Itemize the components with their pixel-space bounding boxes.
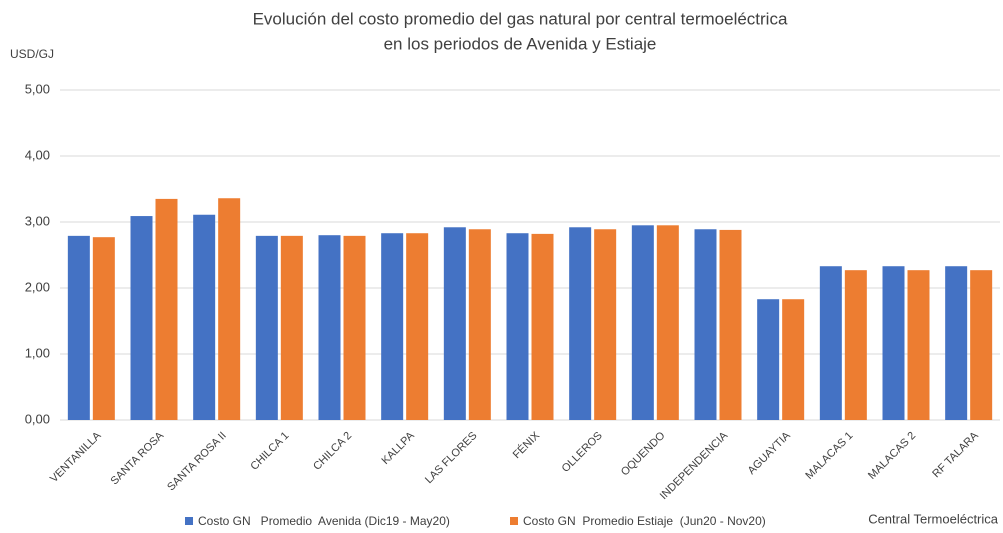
x-tick-label: RF TALARA [930,429,981,480]
x-tick-label: LAS FLORES [423,430,479,486]
bar [631,225,654,420]
bar [381,233,404,420]
x-tick-label: CHILCA 2 [311,430,354,473]
bar [757,299,780,420]
bar [255,235,278,420]
x-tick-label: OQUENDO [619,429,668,478]
bar [280,235,303,420]
bar [656,225,679,420]
bar [92,237,115,420]
legend-label: Costo GN Promedio Avenida (Dic19 - May20… [198,514,450,528]
x-tick-label: MALACAS 2 [866,430,918,482]
bar [468,229,491,420]
bar [719,229,742,420]
bar [318,235,341,420]
y-tick-label: 1,00 [25,345,50,360]
bar [882,266,905,420]
bar [782,299,805,420]
x-axis-label: Central Termoeléctrica [868,511,999,526]
x-tick-label: SANTA ROSA [109,429,167,487]
x-tick-label: KALLPA [380,429,418,467]
bar [218,198,241,420]
bar [130,216,153,420]
y-tick-label: 5,00 [25,81,50,96]
legend-label: Costo GN Promedio Estiaje (Jun20 - Nov20… [523,514,766,528]
bar [970,270,993,420]
x-tick-label: FÉNIX [510,429,543,462]
bar [945,266,968,420]
bar [406,233,429,420]
x-tick-label: SANTA ROSA II [165,430,229,494]
bar [594,229,617,420]
bar [819,266,842,420]
x-tick-label: AGUAYTIA [746,429,794,477]
bar [907,270,930,420]
bar [844,270,867,420]
y-tick-label: 2,00 [25,279,50,294]
legend-swatch [185,517,193,525]
y-tick-label: 0,00 [25,411,50,426]
chart-subtitle: en los periodos de Avenida y Estiaje [384,34,657,53]
y-tick-label: 3,00 [25,213,50,228]
bar [193,214,216,420]
x-tick-label: OLLEROS [560,430,605,475]
bar [343,235,366,420]
bar [531,233,554,420]
x-tick-label: CHILCA 1 [248,430,291,473]
x-tick-label: MALACAS 1 [803,430,855,482]
x-tick-label: VENTANILLA [48,429,104,485]
bar [569,227,592,420]
bar [506,233,529,420]
bar [694,229,717,420]
bar [443,227,466,420]
bar [155,198,178,420]
y-tick-label: 4,00 [25,147,50,162]
bar [67,235,90,420]
y-axis-label: USD/GJ [10,47,54,61]
chart-title: Evolución del costo promedio del gas nat… [253,9,788,28]
x-tick-label: INDEPENDENCIA [658,429,731,502]
legend-swatch [510,517,518,525]
